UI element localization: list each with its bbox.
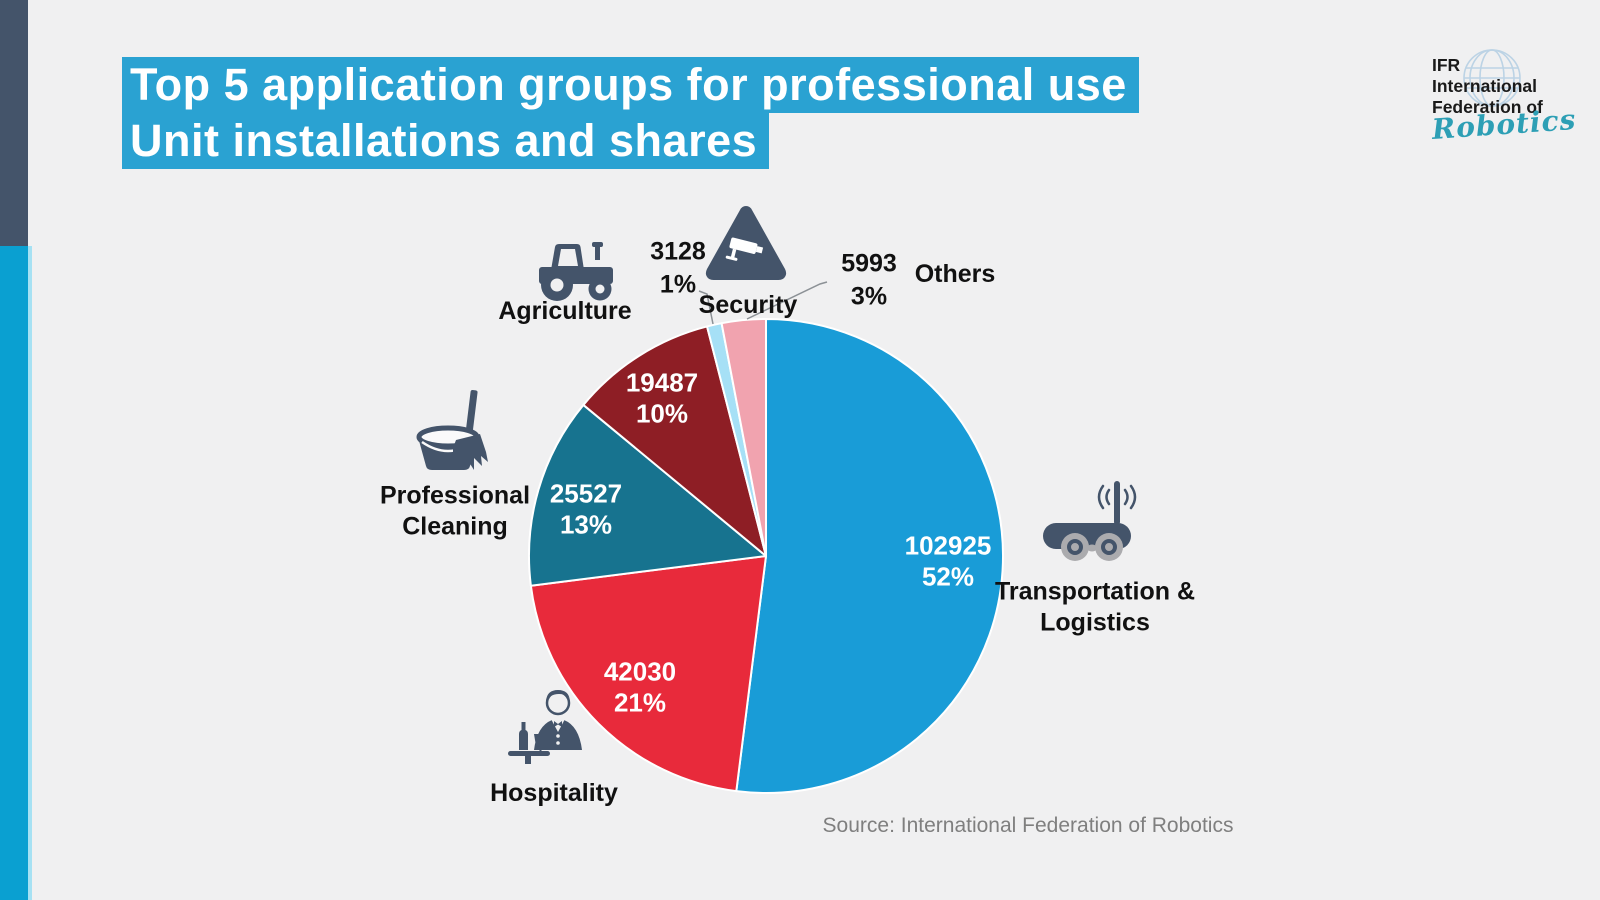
pie-slice-hospitality — [529, 555, 767, 793]
waiter-icon — [508, 690, 582, 764]
label-hospitality: Hospitality — [490, 778, 618, 807]
value-security: 3128 1% — [650, 236, 706, 301]
label-agriculture: Agriculture — [498, 296, 632, 325]
pie-slice-professional-cleaning — [528, 403, 767, 587]
logo-line-2: International — [1432, 76, 1538, 96]
pie-slice-agriculture — [582, 325, 767, 557]
value-others-percent: 3% — [850, 282, 888, 310]
cleaning-bucket-broom-icon — [416, 390, 488, 470]
logo-line-3: Federation of — [1432, 97, 1543, 117]
leader-line-security — [698, 290, 714, 325]
value-security-percent: 1% — [659, 270, 697, 298]
value-others-units: 5993 — [841, 249, 897, 278]
label-others: Others — [914, 259, 996, 288]
label-transportation-logistics: Transportation & Logistics — [994, 577, 1195, 637]
sidebar-accent-blue — [0, 246, 28, 900]
surveillance-camera-icon — [705, 206, 787, 280]
sidebar-accent-blue-edge — [28, 246, 32, 900]
source-note: Source: International Federation of Robo… — [822, 814, 1234, 837]
agv-robot-icon — [1043, 481, 1137, 561]
sidebar-accent-dark — [0, 0, 28, 246]
title-block: Top 5 application groups for professiona… — [122, 57, 1139, 169]
tractor-icon — [539, 242, 613, 301]
pie-slice-transportation-logistics — [735, 318, 1004, 794]
ifr-logo: IFR International Federation of Robotics — [1431, 55, 1578, 146]
label-security: Security — [698, 290, 798, 319]
label-professional-cleaning: Professional Cleaning — [379, 481, 531, 541]
globe-icon — [1463, 49, 1521, 107]
pie-slice-others — [720, 318, 767, 557]
page-subtitle: Unit installations and shares — [122, 113, 770, 169]
value-others: 5993 3% — [841, 248, 897, 313]
leader-line-others — [746, 281, 828, 320]
page-title: Top 5 application groups for professiona… — [122, 57, 1139, 113]
value-security-units: 3128 — [650, 237, 706, 266]
logo-line-1: IFR — [1432, 55, 1461, 75]
